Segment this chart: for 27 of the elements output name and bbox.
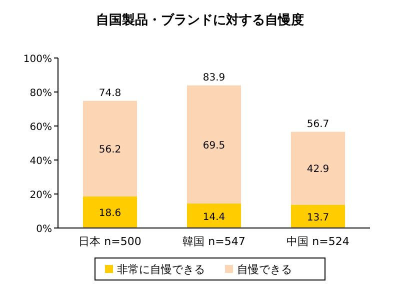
y-tick-label: 40% [30, 156, 52, 167]
x-tick-label: 韓国 n=547 [182, 235, 246, 248]
y-tick-label: 60% [30, 122, 52, 133]
data-label: 18.6 [98, 208, 122, 220]
data-label: 69.5 [202, 140, 226, 152]
legend-label: 自慢できる [237, 263, 292, 276]
bar [82, 196, 138, 228]
x-tick-label: 中国 n=524 [286, 235, 350, 248]
data-label: 13.7 [306, 212, 330, 224]
total-label: 83.9 [202, 72, 226, 84]
bar [290, 204, 346, 228]
data-label: 14.4 [202, 212, 226, 223]
legend-label: 非常に自慢できる [117, 263, 205, 276]
y-tick-label: 20% [30, 190, 52, 201]
y-tick-label: 80% [30, 88, 52, 99]
bar [186, 204, 242, 228]
total-label: 74.8 [98, 88, 122, 99]
total-label: 56.7 [306, 118, 330, 130]
bar [186, 85, 242, 204]
data-label: 56.2 [98, 144, 122, 156]
chart-title: 自国製品・ブランドに対する自慢度 [96, 12, 304, 28]
bar [290, 132, 346, 205]
x-tick-label: 日本 n=500 [78, 235, 142, 248]
y-tick-label: 100% [23, 54, 52, 65]
data-label: 42.9 [306, 164, 330, 176]
y-tick-label: 0% [36, 224, 52, 235]
bar [82, 100, 138, 196]
